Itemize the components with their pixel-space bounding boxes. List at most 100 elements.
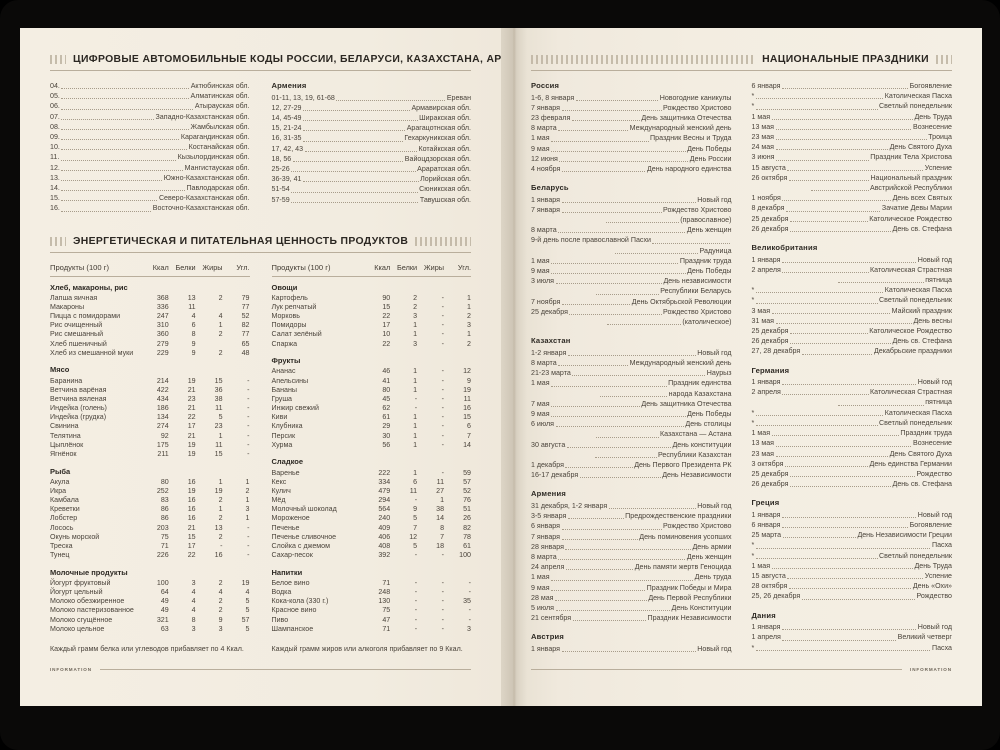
product-value: 279: [156, 339, 169, 348]
leader-row: 9 мая День Победы: [531, 409, 732, 419]
leader-value: Восточно-Казахстанская обл.: [152, 204, 250, 213]
country-heading: Беларусь: [531, 183, 569, 193]
divider: [50, 70, 471, 71]
product-value: 1: [413, 330, 418, 339]
leader-key: 12.: [50, 163, 60, 172]
product-name: Тунец: [50, 551, 70, 560]
table-row: Кекс 334 6 11 57: [272, 477, 472, 486]
leader-key: 57-59: [271, 195, 290, 204]
leader-value: День единства Германии: [869, 459, 952, 468]
leader-dots: [810, 185, 869, 192]
leader-value: День «Охи»: [912, 582, 952, 591]
leader-dots: [755, 104, 878, 110]
leader-dots: [61, 206, 152, 212]
product-value: 23: [187, 394, 196, 403]
leader-key: 09.: [50, 133, 60, 142]
leader-dots: [789, 481, 892, 488]
product-value: 4: [191, 597, 196, 606]
table-header-row: Продукты (100 г) Ккал Белки Жиры Угл.: [271, 263, 471, 277]
leader-value: Рождество: [916, 592, 952, 601]
product-value: 11: [463, 394, 471, 403]
leader-key: *: [751, 551, 755, 560]
product-value: 6: [413, 477, 418, 486]
leader-row: 7 ноября День Октябрьской Революции: [531, 297, 732, 307]
leader-row: 26 декабря День св. Стефана: [752, 336, 953, 346]
leader-row: 25-26 Араратская обл.: [272, 164, 472, 174]
car-codes-column-2: Армения 01-11, 13, 19, 61-68 Ереван 12, 27…: [272, 81, 472, 214]
table-group-row: Рыба: [50, 459, 250, 478]
product-value: 1: [467, 302, 471, 311]
product-value: 75: [382, 606, 391, 615]
leader-key: 1-2 января: [531, 348, 567, 357]
nutrition-table-left: Продукты (100 г) Ккал Белки Жиры Угл. Хлеб, …: [50, 263, 250, 634]
leader-key: 9 мая: [531, 267, 550, 276]
product-value: 21: [187, 431, 196, 440]
leader-row: 24 апреля День памяти жертв Геноцида: [531, 562, 732, 572]
leader-dots: [782, 512, 917, 519]
product-value: -: [441, 302, 445, 311]
leader-key: 7 ноября: [531, 297, 561, 306]
leader-value: День Первой Республики: [648, 593, 732, 602]
product-value: -: [441, 551, 445, 560]
leader-key: 8 марта: [531, 226, 557, 235]
leader-key: 1 мая: [531, 256, 550, 265]
product-value: 2: [218, 293, 223, 302]
product-value: 22: [187, 413, 196, 422]
product-name: Мёд: [271, 496, 286, 505]
leader-dots: [771, 563, 913, 570]
leader-dots: [775, 134, 927, 141]
product-name: Индейка (грудка): [50, 413, 107, 422]
product-value: 247: [156, 312, 169, 321]
leader-key: 36-39, 41: [271, 175, 302, 184]
product-value: 17: [382, 321, 391, 330]
leader-key: 1 января: [751, 378, 781, 387]
table-row: Мёд 294 - 1 76: [272, 496, 472, 505]
leader-row: 9-й день после православной Пасхи: [531, 235, 732, 245]
leader-value: Праздник Независимости: [647, 614, 732, 623]
product-name: Ананас: [271, 367, 296, 376]
leader-value: Великий четверг: [897, 633, 952, 642]
table-row: Персик 30 1 - 7: [272, 431, 472, 440]
leader-value: Новый год: [697, 501, 732, 510]
product-value: 3: [413, 312, 418, 321]
leader-dots: [801, 594, 915, 600]
leader-key: 14.: [50, 184, 60, 193]
leader-row: Республики Беларусь: [531, 286, 732, 296]
product-value: 12: [409, 532, 418, 541]
leader-row: 26 декабря День св. Стефана: [752, 224, 953, 234]
right-section-header: НАЦИОНАЛЬНЫЕ ПРАЗДНИКИ: [531, 54, 952, 65]
leader-row: 1 мая Праздник единства: [531, 378, 732, 388]
product-value: -: [414, 624, 418, 633]
country-heading: Великобритания: [751, 243, 818, 253]
product-value: 78: [463, 532, 471, 541]
leader-row: 3 июня Праздник Тела Христова: [752, 152, 953, 162]
leader-dots: [771, 114, 913, 120]
leader-key: 3-5 января: [531, 512, 567, 521]
table-row: Клубника 29 1 - 6: [272, 422, 472, 431]
product-value: -: [441, 578, 445, 587]
leader-row: 26 октября Национальный праздник: [752, 173, 953, 183]
leader-value: День России: [689, 154, 732, 163]
leader-dots: [775, 441, 912, 447]
leader-key: 04.: [50, 82, 60, 90]
leader-row: Республики Казахстан: [531, 450, 732, 460]
product-value: 12: [463, 367, 471, 376]
leader-value: День женщин: [686, 552, 732, 561]
product-value: 5: [245, 624, 250, 633]
leader-dots: [652, 238, 730, 244]
product-value: -: [247, 413, 250, 422]
leader-value: Троица: [928, 133, 952, 142]
leader-row: 8 декабря Зачатие Девы Марии: [752, 203, 953, 213]
product-value: -: [441, 321, 445, 330]
product-name: Хлеб пшеничный: [50, 339, 107, 348]
leader-value: Декабрьские праздники: [873, 347, 952, 356]
leader-dots: [565, 564, 634, 571]
leader-value: Арагацотнская обл.: [406, 124, 471, 133]
leader-row: 1 января Новый год: [752, 377, 953, 387]
leader-dots: [838, 400, 924, 406]
leader-row: 1 января Новый год: [531, 195, 732, 205]
product-name: Шампанское: [271, 624, 314, 633]
product-name: Окунь морской: [50, 532, 100, 541]
product-value: 334: [378, 477, 391, 486]
product-value: 46: [382, 367, 391, 376]
